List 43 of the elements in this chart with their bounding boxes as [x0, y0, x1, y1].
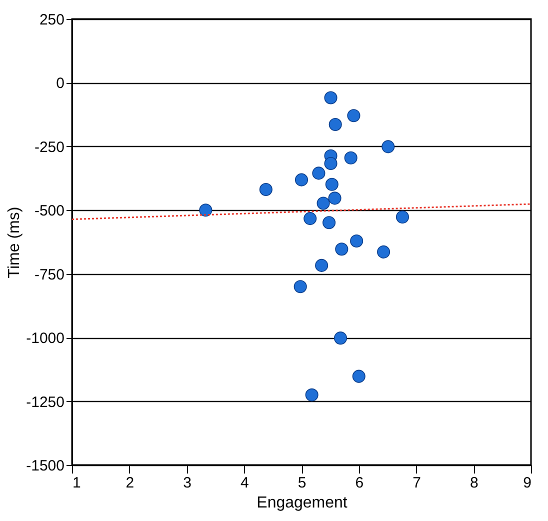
y-tick-label: 250 [39, 12, 64, 28]
point [322, 216, 336, 230]
point [324, 91, 338, 104]
x-tick-label: 5 [298, 474, 306, 492]
y-tick-label: -500 [34, 202, 64, 220]
x-tick-label: 9 [523, 474, 532, 492]
point [352, 370, 366, 383]
point [316, 196, 330, 210]
point [324, 156, 338, 170]
point [305, 388, 318, 402]
y-tick-label: 0 [56, 75, 64, 92]
point [259, 182, 272, 196]
point [294, 173, 308, 186]
point [325, 178, 338, 191]
point [328, 118, 342, 132]
point [350, 234, 364, 248]
x-tick-label: 4 [240, 474, 249, 492]
point [344, 151, 358, 164]
x-tick-label: 7 [412, 474, 421, 492]
y-tick-label: -250 [34, 138, 64, 156]
point [382, 140, 395, 154]
point [334, 332, 348, 345]
y-axis-title: Time (ms) [6, 206, 24, 278]
x-tick-label: 3 [183, 474, 192, 492]
point [294, 280, 307, 294]
point [315, 258, 328, 272]
y-tick-label: -1500 [26, 458, 64, 474]
y-tick-label: -1000 [26, 330, 64, 348]
point [377, 245, 390, 258]
x-axis-title: Engagement [256, 494, 348, 512]
y-tick-label: -1250 [26, 394, 64, 411]
x-tick-label: 2 [126, 474, 134, 492]
point [199, 204, 212, 217]
x-tick-label: 6 [355, 474, 364, 492]
y-tick-label: -750 [34, 266, 64, 284]
point [328, 192, 342, 205]
point [347, 109, 360, 122]
point [396, 210, 410, 224]
point [312, 166, 326, 180]
x-tick-label: 1 [72, 474, 81, 492]
point [304, 212, 317, 226]
x-tick-label: 8 [470, 474, 478, 492]
point [335, 242, 348, 256]
